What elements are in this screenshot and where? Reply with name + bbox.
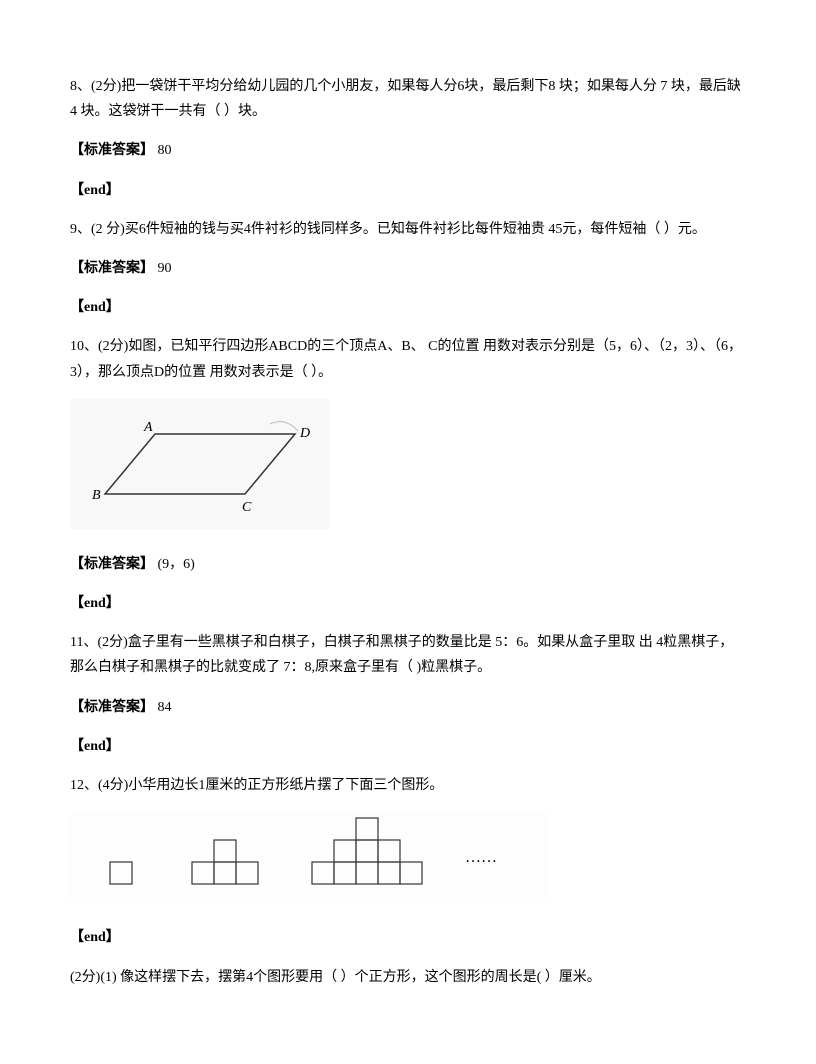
q9-end: 【end】 [70, 295, 746, 320]
q12-end: 【end】 [70, 925, 746, 950]
label-D: D [299, 426, 310, 441]
q11-text: 11、(2分)盒子里有一些黑棋子和白棋子，白棋子和黑棋子的数量比是 5：6。如果… [70, 630, 746, 680]
q10-answer-value: (9，6) [154, 557, 195, 572]
q10-text: 10、(2分)如图，已知平行四边形ABCD的三个顶点A、B、 C的位置 用数对表… [70, 334, 746, 384]
q10-figure: A D B C [70, 399, 746, 538]
q11-answer: 【标准答案】 84 [70, 695, 746, 720]
q8-answer: 【标准答案】 80 [70, 138, 746, 163]
q12-figure: …… [70, 812, 746, 911]
dots-label: …… [465, 849, 497, 866]
label-C: C [242, 500, 252, 515]
parallelogram-svg: A D B C [70, 399, 330, 529]
q11-end: 【end】 [70, 734, 746, 759]
q9-answer-label: 【标准答案】 [70, 261, 154, 276]
q9-text: 9、(2 分)买6件短袖的钱与买4件衬衫的钱同样多。已知每件衬衫比每件短袖贵 4… [70, 217, 746, 242]
q11-answer-value: 84 [154, 700, 172, 715]
q8-answer-value: 80 [154, 143, 172, 158]
q10-answer-label: 【标准答案】 [70, 557, 154, 572]
q8-answer-label: 【标准答案】 [70, 143, 154, 158]
q10-end: 【end】 [70, 591, 746, 616]
q8-end: 【end】 [70, 178, 746, 203]
q9-answer: 【标准答案】 90 [70, 256, 746, 281]
label-B: B [92, 488, 101, 503]
q10-answer: 【标准答案】 (9，6) [70, 552, 746, 577]
label-A: A [143, 420, 153, 435]
squares-pattern-svg: …… [70, 812, 550, 902]
q9-answer-value: 90 [154, 261, 172, 276]
q12-text: 12、(4分)小华用边长1厘米的正方形纸片摆了下面三个图形。 [70, 773, 746, 798]
q11-answer-label: 【标准答案】 [70, 700, 154, 715]
q8-text: 8、(2分)把一袋饼干平均分给幼儿园的几个小朋友，如果每人分6块，最后剩下8 块… [70, 74, 746, 124]
q12-1-text: (2分)(1) 像这样摆下去，摆第4个图形要用（ ）个正方形，这个图形的周长是(… [70, 965, 746, 990]
